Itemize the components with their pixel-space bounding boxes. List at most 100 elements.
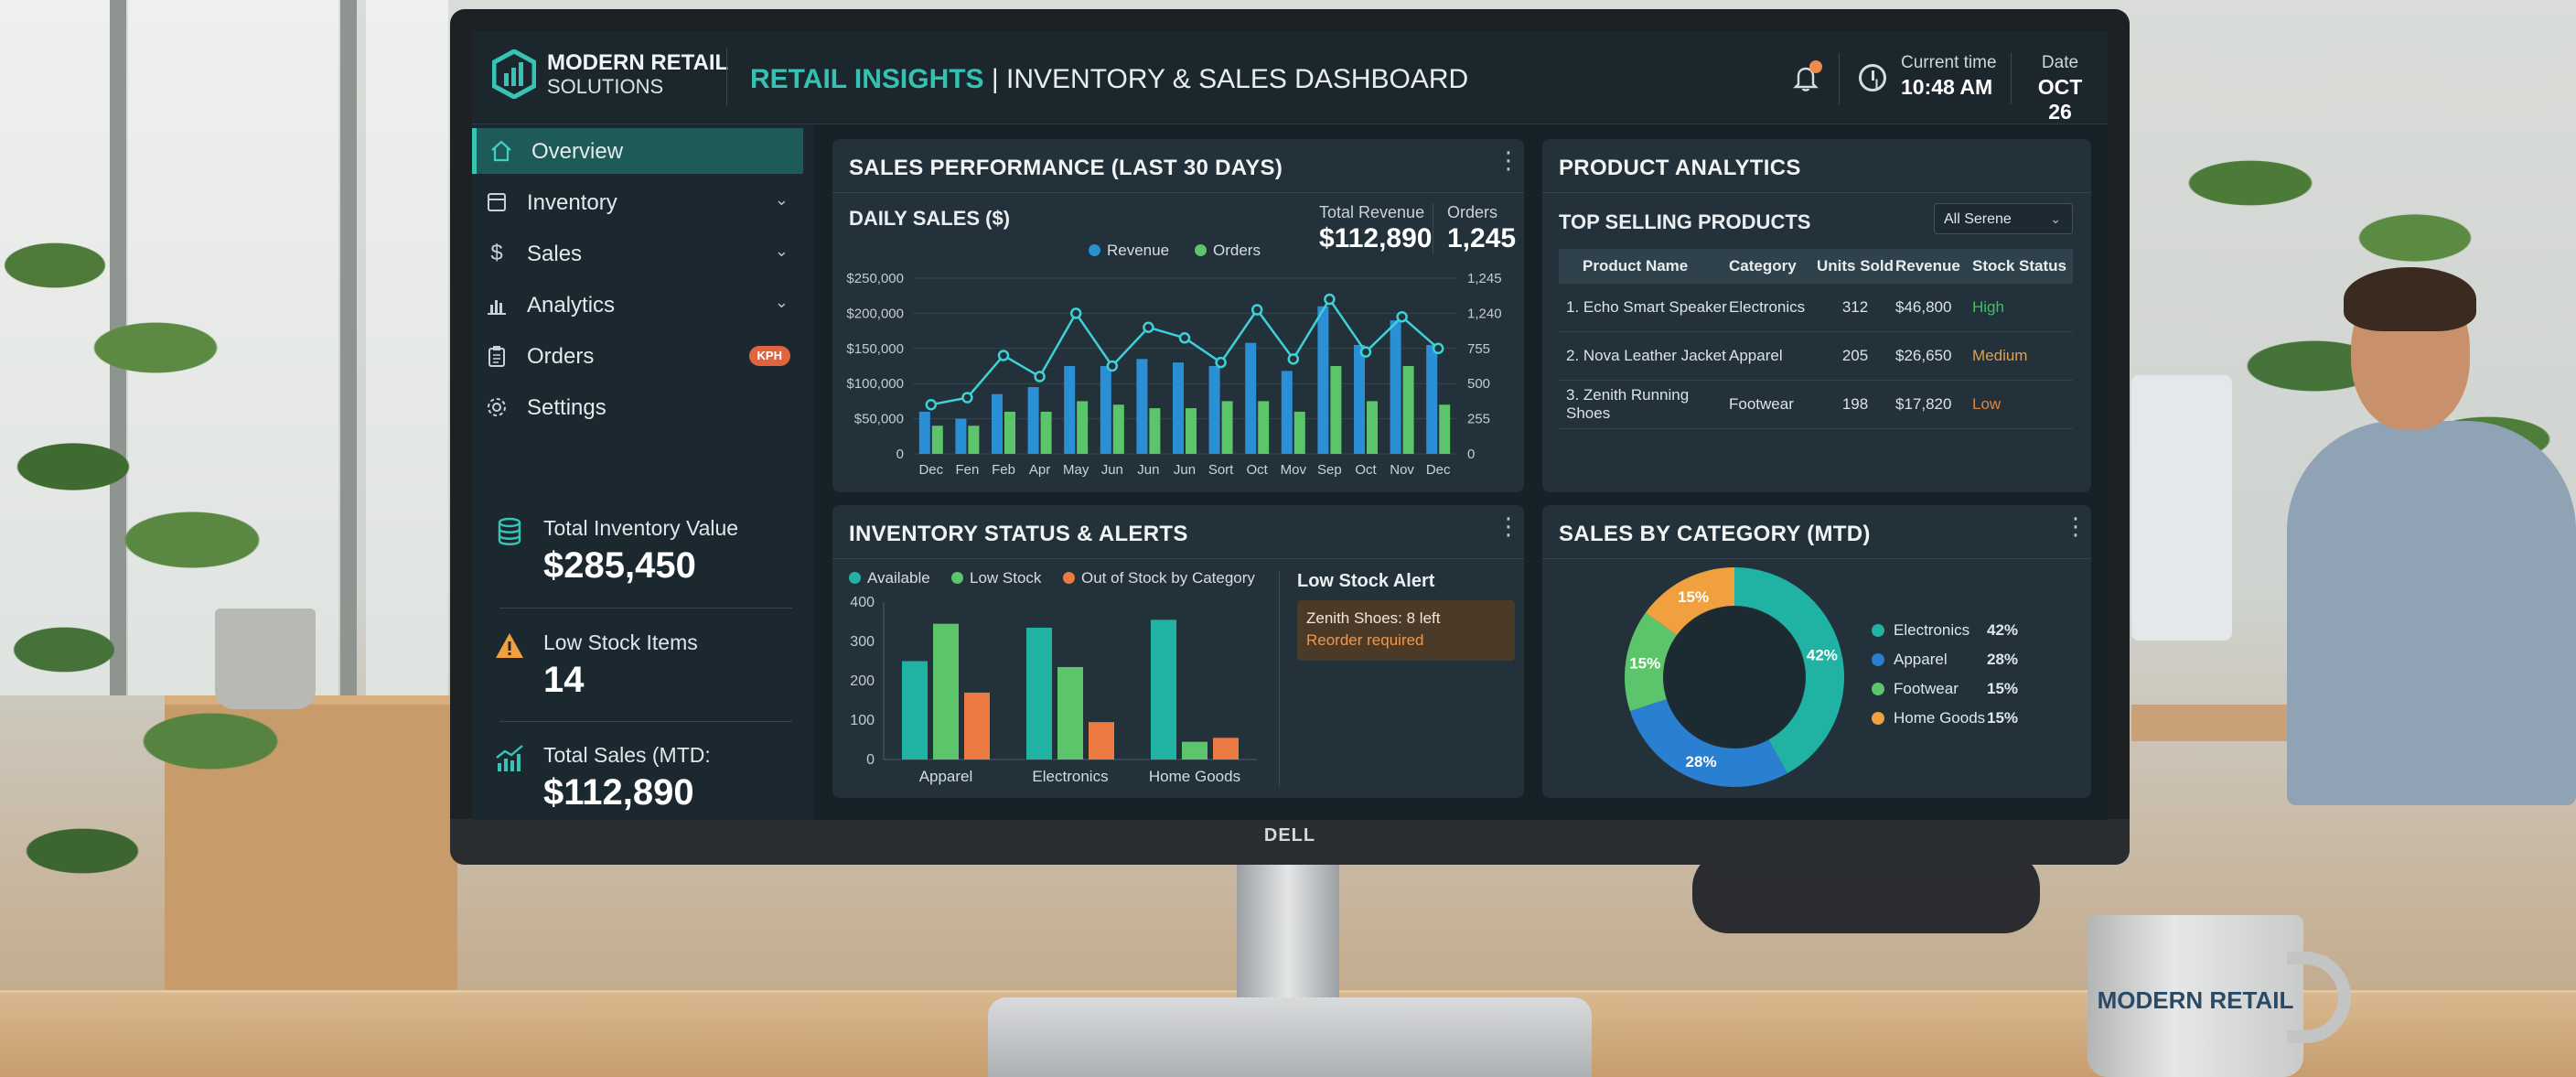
x-tick-label: Electronics xyxy=(1032,768,1108,785)
bell-icon[interactable] xyxy=(1793,64,1819,92)
sidebar-item-label: Overview xyxy=(531,139,624,164)
y2-tick-label: 500 xyxy=(1467,376,1490,392)
panel-title: SALES PERFORMANCE (LAST 30 DAYS) xyxy=(849,156,1283,180)
kpi-divider xyxy=(499,721,792,722)
column-header[interactable]: Units Sold xyxy=(1816,257,1894,275)
trend-point xyxy=(1359,346,1372,358)
y2-tick-label: 755 xyxy=(1467,341,1490,357)
product-category: Electronics xyxy=(1729,298,1806,316)
database-icon xyxy=(498,517,521,545)
inventory-icon xyxy=(488,193,506,211)
y2-tick-label: 1,245 xyxy=(1467,271,1502,286)
sidebar-item-label: Inventory xyxy=(527,190,617,215)
kpi-label: Total Inventory Value xyxy=(543,516,739,540)
notification-dot xyxy=(1809,60,1822,73)
orders-bar xyxy=(968,425,980,454)
monitor-brand: DELL xyxy=(1263,825,1316,845)
office-chair xyxy=(1692,851,2040,933)
total-revenue-value: $112,890 xyxy=(1319,223,1433,253)
legend-percent: 15% xyxy=(1987,709,2019,727)
donut-hole xyxy=(1664,607,1805,748)
product-category: Footwear xyxy=(1729,395,1794,413)
trend-point xyxy=(1069,307,1082,319)
more-vertical-icon[interactable]: ⋮ xyxy=(2064,512,2088,540)
legend-label: Electronics xyxy=(1894,621,1970,639)
category-legend: Electronics 42% Apparel 28% Footwear 15% Home … xyxy=(1872,619,2073,738)
top-products-table: Product Name Category Units Sold Revenue… xyxy=(1559,249,2073,429)
date-label: Date xyxy=(2041,53,2079,72)
y2-tick-label: 255 xyxy=(1467,412,1490,427)
y-tick-label: 0 xyxy=(896,447,904,462)
orders-value: 1,245 xyxy=(1447,223,1517,253)
time-label: Current time xyxy=(1901,53,1997,72)
panel-divider xyxy=(1542,192,2091,193)
y-tick-label: 200 xyxy=(850,673,875,689)
more-vertical-icon[interactable]: ⋮ xyxy=(1497,512,1520,540)
orders-label: Orders xyxy=(1447,203,1498,221)
revenue-bar xyxy=(1136,359,1148,454)
title-rest: | INVENTORY & SALES DASHBOARD xyxy=(983,64,1469,94)
orders-bar xyxy=(1439,404,1451,454)
product-name: 1. Echo Smart Speaker xyxy=(1566,298,1727,316)
legend-swatch xyxy=(1872,653,1884,666)
column-header[interactable]: Product Name xyxy=(1583,257,1689,275)
table-row[interactable]: 1. Echo Smart Speaker Electronics 312 $4… xyxy=(1559,284,2073,332)
y2-tick-label: 1,240 xyxy=(1467,306,1502,321)
sidebar-item-overview[interactable]: Overview xyxy=(472,128,803,174)
inventory-bar xyxy=(1026,627,1052,759)
gear-icon xyxy=(488,398,506,416)
revenue-bar xyxy=(1390,320,1401,454)
x-tick-label: Feb xyxy=(992,462,1015,478)
x-tick-label: Sep xyxy=(1317,462,1342,478)
sidebar-item-sales[interactable]: $ Sales ⌄ xyxy=(472,231,803,276)
revenue-bar xyxy=(1064,366,1076,454)
date-value: OCT 26 xyxy=(2037,75,2083,124)
legend-label: Footwear xyxy=(1894,680,1959,697)
sidebar-item-analytics[interactable]: Analytics ⌄ xyxy=(472,282,803,328)
category-donut-chart: 42% 28% 15% 15% xyxy=(1625,567,1844,787)
orders-bar xyxy=(1258,401,1270,454)
y-tick-label: 100 xyxy=(850,713,875,728)
alert-message: Zenith Shoes: 8 left xyxy=(1306,609,1441,627)
trend-point xyxy=(997,350,1010,361)
low-stock-alert-title: Low Stock Alert xyxy=(1297,571,1435,591)
column-header[interactable]: Revenue xyxy=(1895,257,1960,275)
table-row[interactable]: 2. Nova Leather Jacket Apparel 205 $26,6… xyxy=(1559,332,2073,381)
units-sold: 205 xyxy=(1841,347,1869,364)
inventory-bar xyxy=(964,692,990,759)
alert-action: Reorder required xyxy=(1306,631,1424,649)
orders-bar xyxy=(1149,408,1161,454)
sidebar-item-inventory[interactable]: Inventory ⌄ xyxy=(472,179,803,225)
sidebar-item-orders[interactable]: Orders KPH xyxy=(472,333,803,379)
donut-slice xyxy=(1734,567,1844,774)
x-tick-label: Dec xyxy=(1426,462,1451,478)
brand-sub: SOLUTIONS xyxy=(547,75,664,98)
legend-percent: 42% xyxy=(1987,621,2019,639)
category-filter-select[interactable]: All Serene ⌄ xyxy=(1934,203,2073,234)
sidebar-item-settings[interactable]: Settings xyxy=(472,384,803,430)
orders-bar xyxy=(1221,401,1233,454)
column-header[interactable]: Stock Status xyxy=(1972,257,2066,275)
table-row[interactable]: 3. Zenith Running Shoes Footwear 198 $17… xyxy=(1559,381,2073,429)
units-sold: 198 xyxy=(1841,395,1869,413)
x-tick-label: Jun xyxy=(1101,462,1123,478)
legend-swatch xyxy=(1872,624,1884,637)
orders-bar xyxy=(1367,401,1378,454)
monitor-bezel xyxy=(450,819,2130,865)
chevron-down-icon: ⌄ xyxy=(774,242,789,260)
time-value: 10:48 AM xyxy=(1901,75,1993,99)
inventory-bar xyxy=(1213,738,1239,759)
more-vertical-icon[interactable]: ⋮ xyxy=(1497,146,1520,174)
revenue-bar xyxy=(1027,387,1039,454)
column-header[interactable]: Category xyxy=(1729,257,1797,275)
select-value: All Serene xyxy=(1944,211,2012,227)
app-header: MODERN RETAIL SOLUTIONS RETAIL INSIGHTS … xyxy=(472,31,2108,124)
sidebar: Overview Inventory ⌄ $ Sales ⌄ Analytics… xyxy=(472,124,814,820)
inventory-status-panel: INVENTORY STATUS & ALERTS ⋮ Available Lo… xyxy=(832,505,1524,798)
y-tick-label: 300 xyxy=(850,634,875,650)
sales-performance-panel: SALES PERFORMANCE (LAST 30 DAYS) ⋮ DAILY… xyxy=(832,139,1524,492)
clipboard-icon xyxy=(488,346,505,367)
legend-label: Out of Stock by Category xyxy=(1081,569,1255,587)
low-stock-alert[interactable]: Zenith Shoes: 8 left Reorder required xyxy=(1297,600,1515,661)
x-tick-label: Nov xyxy=(1390,462,1414,478)
